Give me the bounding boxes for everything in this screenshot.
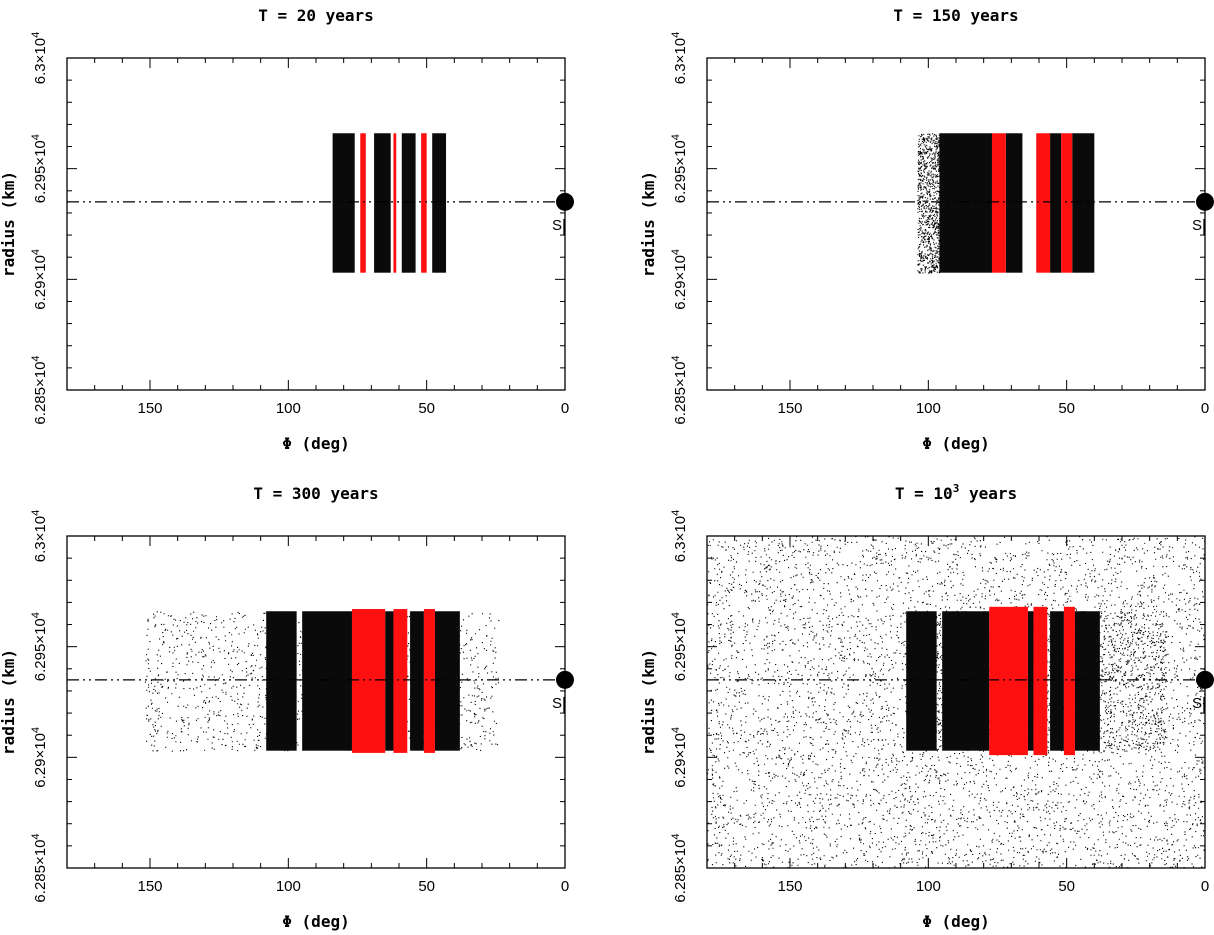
x-tick-label: 150 <box>137 878 162 895</box>
red-particle-band-1 <box>991 133 1006 273</box>
x-tick-label: 100 <box>276 400 301 417</box>
black-particle-band-3 <box>1050 133 1062 273</box>
red-particle-band-2 <box>393 609 408 753</box>
y-tick-label: 6.29×104 <box>670 727 689 788</box>
chart-panel-4: 150 100 50 0 6.285×104 6.29×104 6.295×104 6.3×1… <box>639 482 1214 931</box>
y-tick-label: 6.295×104 <box>670 134 689 203</box>
black-particle-band-2 <box>374 133 391 273</box>
y-tick-label: 6.29×104 <box>30 249 49 310</box>
x-axis-label: Φ (deg) <box>922 434 989 453</box>
x-axis-label: Φ (deg) <box>282 912 349 931</box>
x-tick-label: 0 <box>561 400 569 417</box>
x-tick-label: 50 <box>1058 878 1075 895</box>
chart-title: T = 103 years <box>895 482 1017 503</box>
satellite-marker <box>556 192 574 211</box>
y-axis-label: radius (km) <box>0 171 18 277</box>
x-tick-label: 0 <box>561 878 569 895</box>
y-tick-label: 6.29×104 <box>30 727 49 788</box>
y-tick-label: 6.285×104 <box>30 833 49 902</box>
x-tick-label: 100 <box>916 400 941 417</box>
chart-panel-2: 150 100 50 0 6.285×104 6.29×104 6.295×104 6.3×1… <box>639 6 1214 453</box>
x-axis-label: Φ (deg) <box>282 434 349 453</box>
satellite-label: S <box>552 217 562 234</box>
x-tick-label: 100 <box>276 878 301 895</box>
black-particle-band-2 <box>1005 133 1023 273</box>
y-tick-label: 6.3×104 <box>30 510 49 562</box>
black-particle-band-5 <box>1074 611 1100 751</box>
red-particle-band-1 <box>351 609 386 753</box>
black-particle-band-1 <box>266 611 297 751</box>
satellite-label: S <box>1192 217 1202 234</box>
y-axis-label: radius (km) <box>639 649 658 755</box>
y-tick-label: 6.29×104 <box>670 249 689 310</box>
black-particle-band-4 <box>432 133 447 273</box>
black-particle-band-3 <box>1027 611 1034 751</box>
black-particle-band-3 <box>401 133 416 273</box>
black-particle-band-2 <box>302 611 352 751</box>
red-particle-band-3 <box>423 609 435 753</box>
satellite-marker <box>556 670 574 689</box>
x-tick-label: 50 <box>418 878 435 895</box>
x-tick-label: 0 <box>1201 400 1209 417</box>
red-particle-band-2 <box>1033 606 1048 756</box>
satellite-label: S <box>552 695 562 712</box>
y-tick-label: 6.3×104 <box>30 32 49 84</box>
y-tick-label: 6.285×104 <box>670 833 689 902</box>
y-tick-label: 6.295×104 <box>670 612 689 681</box>
y-tick-label: 6.295×104 <box>30 612 49 681</box>
x-tick-label: 150 <box>137 400 162 417</box>
satellite-marker <box>1196 192 1214 211</box>
x-tick-label: 100 <box>916 878 941 895</box>
red-particle-band-3 <box>1063 606 1075 756</box>
black-particle-band-1 <box>906 611 937 751</box>
satellite-label: S <box>1192 695 1202 712</box>
y-tick-label: 6.3×104 <box>670 32 689 84</box>
y-axis-label: radius (km) <box>0 649 18 755</box>
y-tick-label: 6.285×104 <box>30 355 49 424</box>
black-particle-band-1 <box>939 133 992 273</box>
black-particle-band-4 <box>410 611 424 751</box>
red-particle-band-1 <box>360 133 366 273</box>
red-particle-band-2 <box>1036 133 1051 273</box>
chart-panel-1: 150 100 50 0 6.285×104 6.29×104 6.295×104 6.3×1… <box>0 6 574 453</box>
x-tick-label: 150 <box>777 400 802 417</box>
chart-title: T = 20 years <box>258 6 374 25</box>
x-tick-label: 50 <box>1058 400 1075 417</box>
black-particle-band-2 <box>942 611 990 751</box>
black-particle-band-4 <box>1050 611 1064 751</box>
y-tick-label: 6.285×104 <box>670 355 689 424</box>
satellite-marker <box>1196 670 1214 689</box>
black-particle-band-3 <box>385 611 394 751</box>
y-axis-label: radius (km) <box>639 171 658 277</box>
red-particle-band-2 <box>393 133 397 273</box>
red-particle-band-3 <box>1061 133 1073 273</box>
plot-frame <box>66 57 566 391</box>
red-particle-band-3 <box>421 133 427 273</box>
chart-title: T = 300 years <box>253 484 378 503</box>
black-particle-band-4 <box>1072 133 1095 273</box>
black-particle-band-1 <box>332 133 355 273</box>
chart-title: T = 150 years <box>893 6 1018 25</box>
x-tick-label: 50 <box>418 400 435 417</box>
black-particle-band-5 <box>434 611 460 751</box>
x-axis-label: Φ (deg) <box>922 912 989 931</box>
y-tick-label: 6.3×104 <box>670 510 689 562</box>
red-particle-band-1 <box>989 606 1028 756</box>
chart-panel-3: 150 100 50 0 6.285×104 6.29×104 6.295×104 6.3×1… <box>0 484 574 931</box>
x-tick-label: 150 <box>777 878 802 895</box>
y-tick-label: 6.295×104 <box>30 134 49 203</box>
x-tick-label: 0 <box>1201 878 1209 895</box>
